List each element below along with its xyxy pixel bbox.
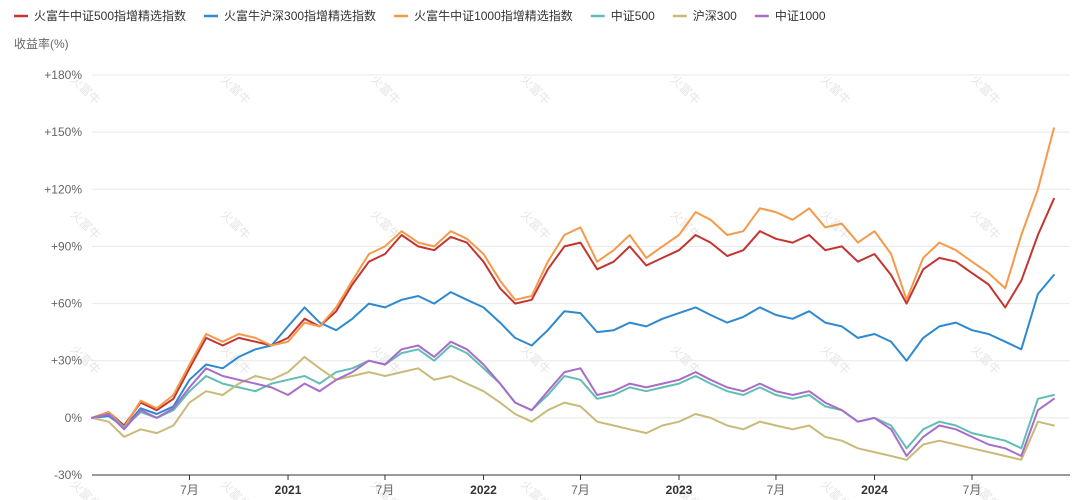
watermark-text: 火富牛 [218,477,254,500]
watermark-text: 火富牛 [518,342,554,378]
watermark-text: 火富牛 [818,477,854,500]
watermark-text: 火富牛 [218,207,254,243]
y-tick-label: +120% [44,182,82,196]
watermark-text: 火富牛 [668,342,704,378]
y-tick-label: +60% [51,297,82,311]
series-line-4 [91,344,1055,450]
y-tick-label: 0% [65,411,83,425]
watermark-text: 火富牛 [68,207,104,243]
y-tick-label: -30% [54,468,82,482]
watermark-text: 火富牛 [518,72,554,108]
legend-label: 中证1000 [775,8,826,23]
x-axis: 7月 2021 7月 2022 7月 2023 7月 2024 7月 [180,475,981,497]
series-lines [91,127,1055,461]
y-tick-label: +90% [51,239,82,253]
legend-item-5[interactable]: 沪深300 [672,9,737,23]
x-tick-label: 2024 [861,483,888,497]
legend-item-3[interactable]: 火富牛中证1000指增精选指数 [394,8,573,23]
series-line-5 [91,355,1055,461]
y-axis-label: 收益率(%) [14,36,69,51]
y-tick-label: +180% [44,68,82,82]
series-line-2 [91,274,1055,429]
y-tick-label: +150% [44,125,82,139]
x-tick-label: 2023 [666,483,693,497]
watermark-text: 火富牛 [968,342,1004,378]
watermark-text: 火富牛 [518,207,554,243]
legend-label: 火富牛沪深300指增精选指数 [224,8,376,23]
series-line-6 [91,340,1055,457]
x-tick-label: 7月 [180,483,199,497]
watermark-text: 火富牛 [668,72,704,108]
watermark-text: 火富牛 [218,72,254,108]
x-tick-label: 7月 [963,483,982,497]
x-tick-label: 2021 [275,483,302,497]
y-tick-label: +30% [51,354,82,368]
x-tick-label: 2022 [470,483,497,497]
watermark-text: 火富牛 [968,72,1004,108]
watermark-text: 火富牛 [968,207,1004,243]
legend-label: 中证500 [611,8,655,23]
legend-item-2[interactable]: 火富牛沪深300指增精选指数 [204,8,376,23]
legend-label: 火富牛中证500指增精选指数 [34,8,186,23]
grid-lines [92,74,1070,476]
legend: 火富牛中证500指增精选指数 火富牛沪深300指增精选指数 火富牛中证1000指增精… [14,8,826,23]
legend-item-4[interactable]: 中证500 [590,8,655,23]
x-tick-label: 7月 [767,483,786,497]
watermark-text: 火富牛 [818,342,854,378]
x-tick-label: 7月 [571,483,590,497]
series-line-1 [91,197,1055,427]
x-tick-label: 7月 [376,483,395,497]
legend-label: 火富牛中证1000指增精选指数 [414,8,573,23]
watermark-text: 火富牛 [818,72,854,108]
legend-label: 沪深300 [693,9,737,23]
watermark-text: 火富牛 [368,72,404,108]
legend-item-1[interactable]: 火富牛中证500指增精选指数 [14,8,186,23]
series-line-3 [91,127,1055,429]
y-axis: +180% +150% +120% +90% +60% +30% 0% -30% [44,68,82,482]
legend-item-6[interactable]: 中证1000 [754,8,826,23]
watermark-text: 火富牛 [518,477,554,500]
